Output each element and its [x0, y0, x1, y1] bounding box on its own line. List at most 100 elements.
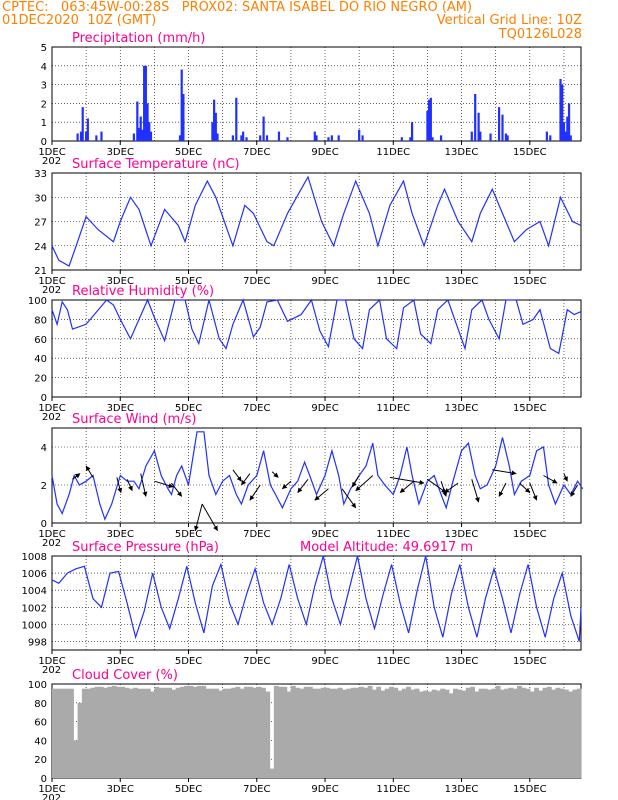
cloud-bar: [286, 691, 292, 778]
wind-arrow: [140, 473, 148, 497]
cloud-bar: [167, 687, 173, 778]
panel-annotation: Model Altitude: 49.6917 m: [300, 540, 473, 555]
precip-bar: [561, 84, 564, 141]
cloud-bar: [389, 686, 394, 778]
precip-bar: [214, 112, 217, 141]
cloud-bar: [226, 688, 232, 778]
cloud-bar: [401, 688, 407, 778]
y-tick-label: 24: [34, 242, 47, 253]
cloud-bar: [145, 688, 151, 778]
cloud-bar: [380, 690, 386, 778]
cloud-bar: [363, 687, 369, 778]
precip-bar: [139, 116, 142, 141]
cloud-bar: [529, 691, 535, 778]
precip-bar: [136, 101, 139, 141]
cloud-bar: [222, 688, 228, 778]
cloud-bar: [461, 690, 467, 778]
y-tick-label: 2: [41, 99, 47, 110]
precip-bar: [85, 131, 88, 141]
cloud-bar: [572, 689, 578, 778]
cloud-bar: [218, 690, 224, 778]
x-tick-year-label: 202: [42, 156, 61, 167]
cloud-bar: [423, 690, 429, 778]
precip-bar: [182, 94, 185, 141]
precip-bar: [79, 131, 83, 141]
cloud-bar: [367, 685, 373, 778]
cloud-bar: [141, 688, 147, 778]
x-tick-label: 5DEC: [175, 656, 202, 667]
y-tick-label: 0: [41, 519, 47, 530]
series-line: [51, 298, 582, 355]
precip-bar: [143, 65, 146, 141]
cloud-bar: [107, 686, 113, 778]
x-tick-label: 3DEC: [107, 656, 134, 667]
x-tick-label: 7DEC: [243, 147, 270, 158]
precip-bar: [137, 127, 141, 141]
cloud-bar: [252, 687, 258, 778]
wind-arrow: [241, 473, 251, 486]
precip-bar: [277, 131, 281, 141]
cloud-bar: [427, 691, 433, 778]
cloud-bar: [154, 686, 160, 778]
cloud-bar: [69, 688, 74, 778]
x-tick-label: 3DEC: [107, 784, 134, 795]
wind-arrow: [249, 484, 261, 501]
cloud-bar: [316, 688, 322, 778]
x-tick-label: 11DEC: [376, 529, 410, 540]
series-line: [51, 555, 582, 642]
cloud-bar: [329, 688, 335, 778]
precip-bar: [286, 137, 289, 141]
x-tick-label: 15DEC: [513, 656, 547, 667]
wind-arrow: [232, 469, 242, 482]
cloud-bar: [508, 687, 514, 778]
x-tick-label: 11DEC: [376, 147, 410, 158]
cloud-bar: [235, 686, 241, 778]
wind-arrow: [427, 478, 447, 494]
panel-title: Surface Pressure (hPa): [72, 540, 219, 555]
wind-arrow: [563, 473, 568, 482]
x-tick-label: 13DEC: [445, 529, 479, 540]
precip-bar: [245, 137, 248, 141]
cloud-bar: [397, 690, 403, 778]
precip-bar: [327, 137, 330, 141]
cloud-bar: [192, 686, 198, 778]
cloud-bar: [551, 689, 557, 778]
header-line3-right: TQ0126L028: [498, 27, 582, 42]
panel-title: Relative Humidity (%): [72, 284, 214, 299]
precip-bar: [141, 129, 144, 141]
header-line2-right: Vertical Grid Line: 10Z: [436, 13, 582, 28]
x-tick-label: 1DEC: [38, 147, 65, 158]
precip-bar: [235, 97, 238, 141]
wind-arrow: [281, 480, 292, 490]
cloud-bar: [440, 688, 446, 778]
x-tick-label: 7DEC: [243, 784, 270, 795]
panel-title: Surface Wind (m/s): [72, 412, 196, 427]
cloud-bar: [265, 691, 271, 778]
precip-bar: [470, 131, 473, 141]
wind-arrow: [154, 480, 174, 488]
precip-bar: [95, 135, 98, 141]
x-tick-label: 11DEC: [376, 656, 410, 667]
cloud-bar: [470, 686, 475, 778]
y-tick-label: 20: [34, 755, 47, 766]
x-tick-label: 5DEC: [175, 529, 202, 540]
x-tick-label: 1DEC: [38, 656, 65, 667]
x-tick-label: 9DEC: [311, 147, 338, 158]
y-tick-label: 21: [34, 266, 47, 277]
x-tick-label: 15DEC: [513, 276, 547, 287]
cloud-bar: [342, 689, 347, 778]
cloud-bar: [312, 688, 318, 778]
x-tick-label: 1DEC: [38, 529, 65, 540]
x-tick-label: 7DEC: [243, 529, 270, 540]
cloud-bar: [256, 686, 262, 778]
y-tick-label: 20: [34, 374, 47, 385]
cloud-bar: [410, 689, 416, 778]
x-tick-label: 13DEC: [445, 784, 479, 795]
y-tick-label: 1004: [22, 586, 47, 597]
precip-bar: [146, 103, 149, 141]
x-tick-label: 11DEC: [376, 276, 410, 287]
x-tick-label: 1DEC: [38, 784, 65, 795]
precip-bar: [178, 135, 182, 141]
precip-bar: [315, 135, 318, 141]
y-tick-label: 1002: [22, 603, 47, 614]
